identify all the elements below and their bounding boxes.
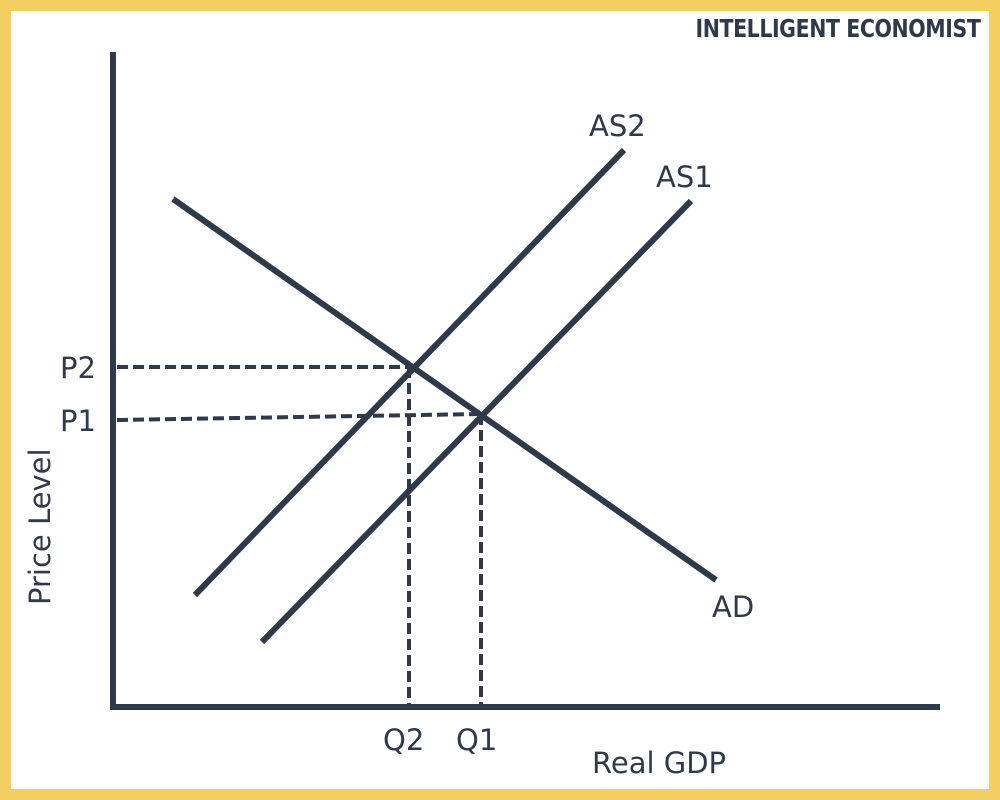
p1-label: P1 bbox=[60, 404, 96, 438]
p2-label: P2 bbox=[60, 351, 96, 385]
q2-label: Q2 bbox=[383, 723, 424, 757]
x-axis-title: Real GDP bbox=[592, 746, 726, 780]
ad-curve bbox=[171, 196, 718, 583]
as1-label: AS1 bbox=[656, 160, 713, 194]
y-axis-title: Price Level bbox=[23, 448, 57, 605]
ad-label: AD bbox=[712, 590, 754, 624]
p1-guide bbox=[116, 412, 482, 422]
brand-logo: INTELLIGENT ECONOMIST bbox=[695, 14, 980, 43]
as1-curve bbox=[259, 198, 694, 645]
q1-label: Q1 bbox=[456, 723, 497, 757]
as2-label: AS2 bbox=[589, 109, 646, 143]
